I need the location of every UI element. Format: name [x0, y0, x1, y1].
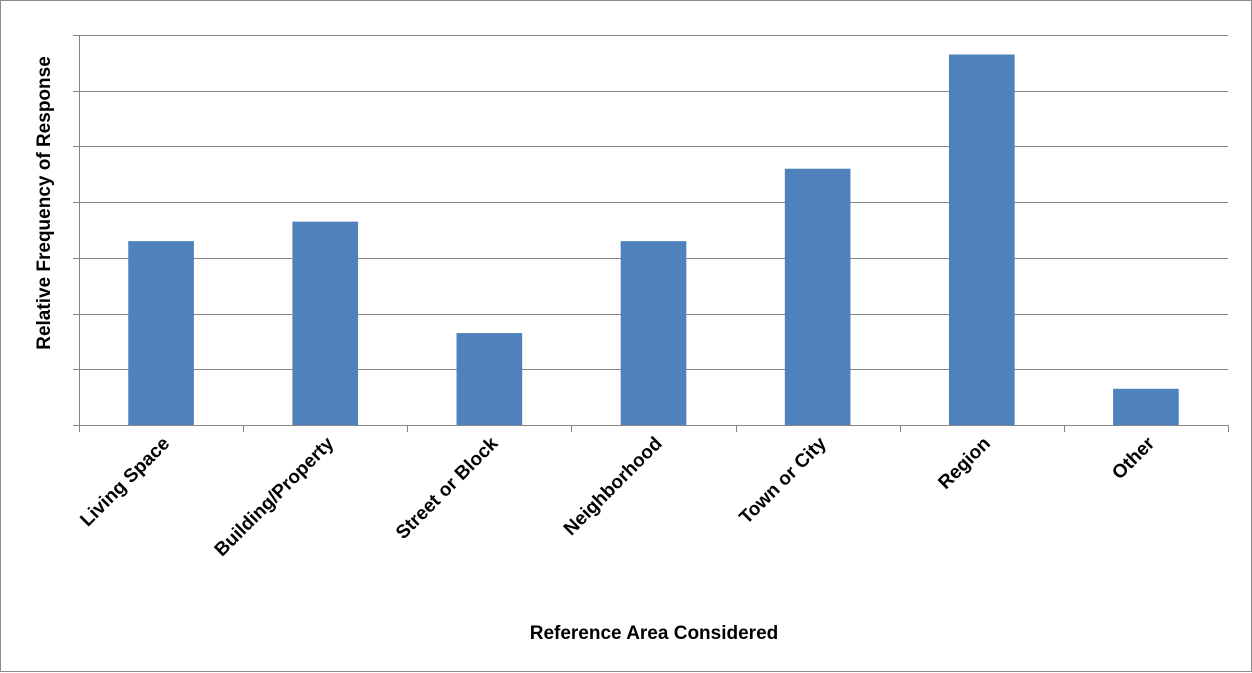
bar: [784, 168, 851, 425]
y-axis-title: Relative Frequency of Response: [34, 56, 55, 350]
bar: [1113, 388, 1179, 425]
x-axis-title: Reference Area Considered: [530, 623, 779, 644]
x-tick-label: Region: [934, 433, 994, 493]
bar: [292, 221, 359, 425]
axes: [73, 35, 1229, 432]
x-tick-label: Town or City: [736, 433, 832, 529]
x-tick-label: Living Space: [76, 433, 174, 531]
bar: [128, 241, 194, 425]
x-tick-labels: Living Space Building/Property Street or B…: [76, 433, 1159, 561]
x-tick-label: Street or Block: [392, 433, 503, 544]
bars: [128, 54, 1179, 425]
bar: [620, 241, 687, 425]
x-tick-label: Building/Property: [211, 433, 339, 561]
bar: [948, 54, 1015, 425]
x-tick-label: Neighborhood: [560, 433, 667, 540]
x-tick-label: Other: [1108, 433, 1159, 484]
bar: [456, 333, 523, 425]
